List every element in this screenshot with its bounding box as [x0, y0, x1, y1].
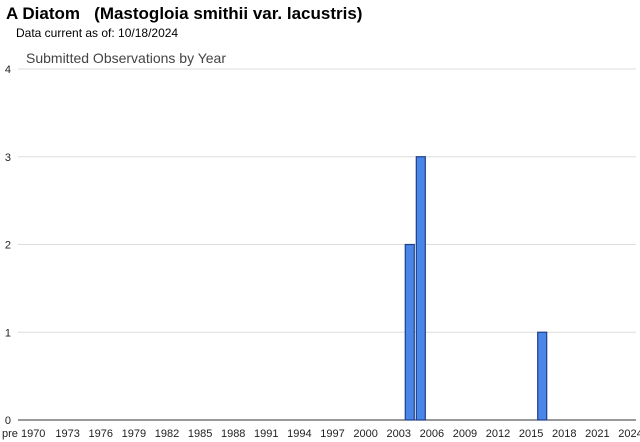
- y-tick-label: 2: [5, 240, 11, 252]
- chart-title: Submitted Observations by Year: [26, 50, 226, 66]
- x-tick-label: 1982: [155, 428, 179, 440]
- y-tick-label: 3: [5, 152, 11, 164]
- x-tick-label: 2000: [353, 428, 377, 440]
- x-tick-label: 2012: [486, 428, 510, 440]
- y-tick-label: 0: [5, 415, 11, 427]
- x-tick-label: 2024: [618, 428, 640, 440]
- x-tick-label: 1994: [287, 428, 311, 440]
- x-tick-label: 1976: [89, 428, 113, 440]
- y-tick-label: 1: [5, 327, 11, 339]
- x-tick-label: 1991: [254, 428, 278, 440]
- x-tick-label: 1997: [320, 428, 344, 440]
- x-tick-label: 2006: [420, 428, 444, 440]
- bar-2004[interactable]: [404, 243, 415, 421]
- x-tick-label: pre 1970: [2, 428, 45, 440]
- x-tick-label: 2003: [386, 428, 410, 440]
- x-tick-label: 2021: [585, 428, 609, 440]
- x-tick-label: 1973: [55, 428, 79, 440]
- bar-2016[interactable]: [537, 331, 548, 421]
- x-tick-label: 2015: [519, 428, 543, 440]
- bar-2005[interactable]: [415, 156, 426, 421]
- page-title: A Diatom (Mastogloia smithii var. lacust…: [6, 4, 363, 23]
- y-tick-label: 4: [5, 64, 11, 76]
- x-tick-label: 2009: [453, 428, 477, 440]
- x-tick-label: 1985: [188, 428, 212, 440]
- x-tick-label: 2018: [552, 428, 576, 440]
- x-tick-label: 1988: [221, 428, 245, 440]
- x-tick-label: 1979: [122, 428, 146, 440]
- data-date-label: Data current as of: 10/18/2024: [16, 26, 179, 40]
